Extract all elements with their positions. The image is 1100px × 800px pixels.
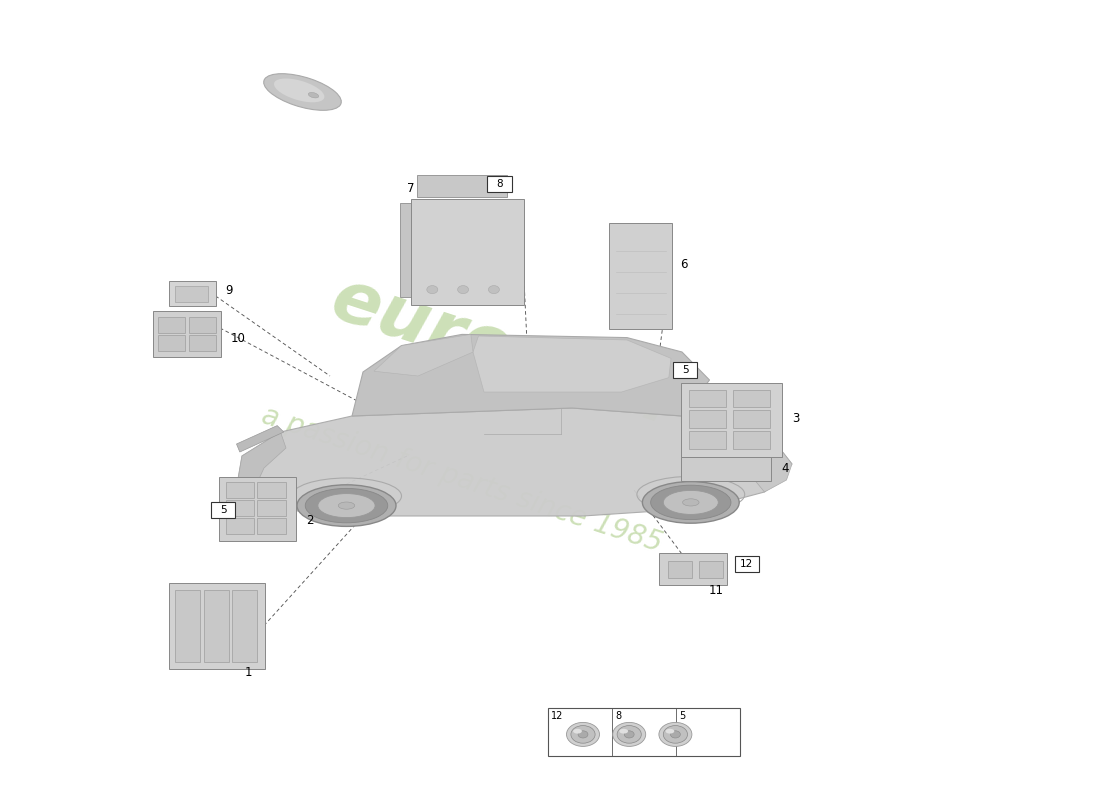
FancyBboxPatch shape xyxy=(257,518,286,534)
Ellipse shape xyxy=(617,726,641,743)
FancyBboxPatch shape xyxy=(204,590,229,662)
FancyBboxPatch shape xyxy=(226,500,254,516)
FancyBboxPatch shape xyxy=(698,561,723,578)
Ellipse shape xyxy=(573,729,582,734)
Polygon shape xyxy=(374,334,473,376)
Ellipse shape xyxy=(318,494,375,518)
Ellipse shape xyxy=(306,488,387,523)
Polygon shape xyxy=(236,408,792,516)
FancyBboxPatch shape xyxy=(226,518,254,534)
Ellipse shape xyxy=(752,438,766,445)
Ellipse shape xyxy=(297,485,396,526)
FancyBboxPatch shape xyxy=(232,590,257,662)
FancyBboxPatch shape xyxy=(219,477,296,541)
FancyBboxPatch shape xyxy=(175,590,200,662)
Polygon shape xyxy=(236,426,284,452)
Text: 5: 5 xyxy=(680,711,685,722)
FancyBboxPatch shape xyxy=(153,311,221,357)
FancyBboxPatch shape xyxy=(673,362,697,378)
Ellipse shape xyxy=(666,729,674,734)
FancyBboxPatch shape xyxy=(733,390,770,407)
FancyBboxPatch shape xyxy=(681,457,771,481)
Text: 9: 9 xyxy=(226,284,233,297)
FancyBboxPatch shape xyxy=(257,500,286,516)
Text: 5: 5 xyxy=(220,506,227,515)
Ellipse shape xyxy=(619,729,628,734)
FancyBboxPatch shape xyxy=(211,502,235,518)
FancyBboxPatch shape xyxy=(548,708,740,756)
Text: eurospares: eurospares xyxy=(322,265,778,471)
FancyBboxPatch shape xyxy=(689,431,726,449)
FancyBboxPatch shape xyxy=(487,176,512,192)
Ellipse shape xyxy=(566,722,600,746)
Text: 10: 10 xyxy=(231,333,246,346)
Ellipse shape xyxy=(579,731,588,738)
FancyBboxPatch shape xyxy=(417,175,507,197)
Text: 8: 8 xyxy=(496,179,503,189)
Ellipse shape xyxy=(274,78,324,102)
FancyBboxPatch shape xyxy=(257,482,286,498)
FancyBboxPatch shape xyxy=(189,335,216,351)
Ellipse shape xyxy=(682,499,700,506)
Text: 4: 4 xyxy=(781,462,789,475)
FancyBboxPatch shape xyxy=(189,317,216,333)
Polygon shape xyxy=(748,436,792,492)
Ellipse shape xyxy=(308,93,319,98)
FancyBboxPatch shape xyxy=(400,203,482,297)
Text: 2: 2 xyxy=(306,514,313,527)
FancyBboxPatch shape xyxy=(733,431,770,449)
Text: 12: 12 xyxy=(740,559,754,569)
Ellipse shape xyxy=(642,482,739,523)
Polygon shape xyxy=(352,334,710,416)
FancyBboxPatch shape xyxy=(689,390,726,407)
Text: 7: 7 xyxy=(407,182,415,195)
FancyBboxPatch shape xyxy=(169,281,216,306)
Text: 11: 11 xyxy=(708,584,724,597)
FancyBboxPatch shape xyxy=(668,561,692,578)
Ellipse shape xyxy=(264,74,341,110)
FancyBboxPatch shape xyxy=(175,286,208,302)
FancyBboxPatch shape xyxy=(689,410,726,428)
FancyBboxPatch shape xyxy=(659,553,727,585)
Ellipse shape xyxy=(613,722,646,746)
Text: 3: 3 xyxy=(792,413,800,426)
Ellipse shape xyxy=(663,726,688,743)
Ellipse shape xyxy=(651,485,730,520)
Polygon shape xyxy=(473,336,671,392)
FancyBboxPatch shape xyxy=(169,583,265,669)
FancyBboxPatch shape xyxy=(733,410,770,428)
Ellipse shape xyxy=(339,502,354,510)
Ellipse shape xyxy=(488,286,499,294)
Text: 5: 5 xyxy=(682,366,689,375)
Polygon shape xyxy=(236,432,286,492)
FancyBboxPatch shape xyxy=(411,199,524,305)
FancyBboxPatch shape xyxy=(681,383,782,457)
FancyBboxPatch shape xyxy=(226,482,254,498)
Text: a passion for parts since 1985: a passion for parts since 1985 xyxy=(258,402,666,558)
Text: 1: 1 xyxy=(244,666,252,679)
Text: 8: 8 xyxy=(615,711,622,722)
Ellipse shape xyxy=(571,726,595,743)
Ellipse shape xyxy=(670,731,680,738)
Text: 6: 6 xyxy=(680,258,688,271)
Ellipse shape xyxy=(458,286,469,294)
FancyBboxPatch shape xyxy=(735,556,759,572)
Ellipse shape xyxy=(624,731,634,738)
Ellipse shape xyxy=(663,490,718,514)
Ellipse shape xyxy=(659,722,692,746)
FancyBboxPatch shape xyxy=(158,335,185,351)
Ellipse shape xyxy=(427,286,438,294)
FancyBboxPatch shape xyxy=(158,317,185,333)
FancyBboxPatch shape xyxy=(609,223,672,329)
Text: 12: 12 xyxy=(551,711,563,722)
